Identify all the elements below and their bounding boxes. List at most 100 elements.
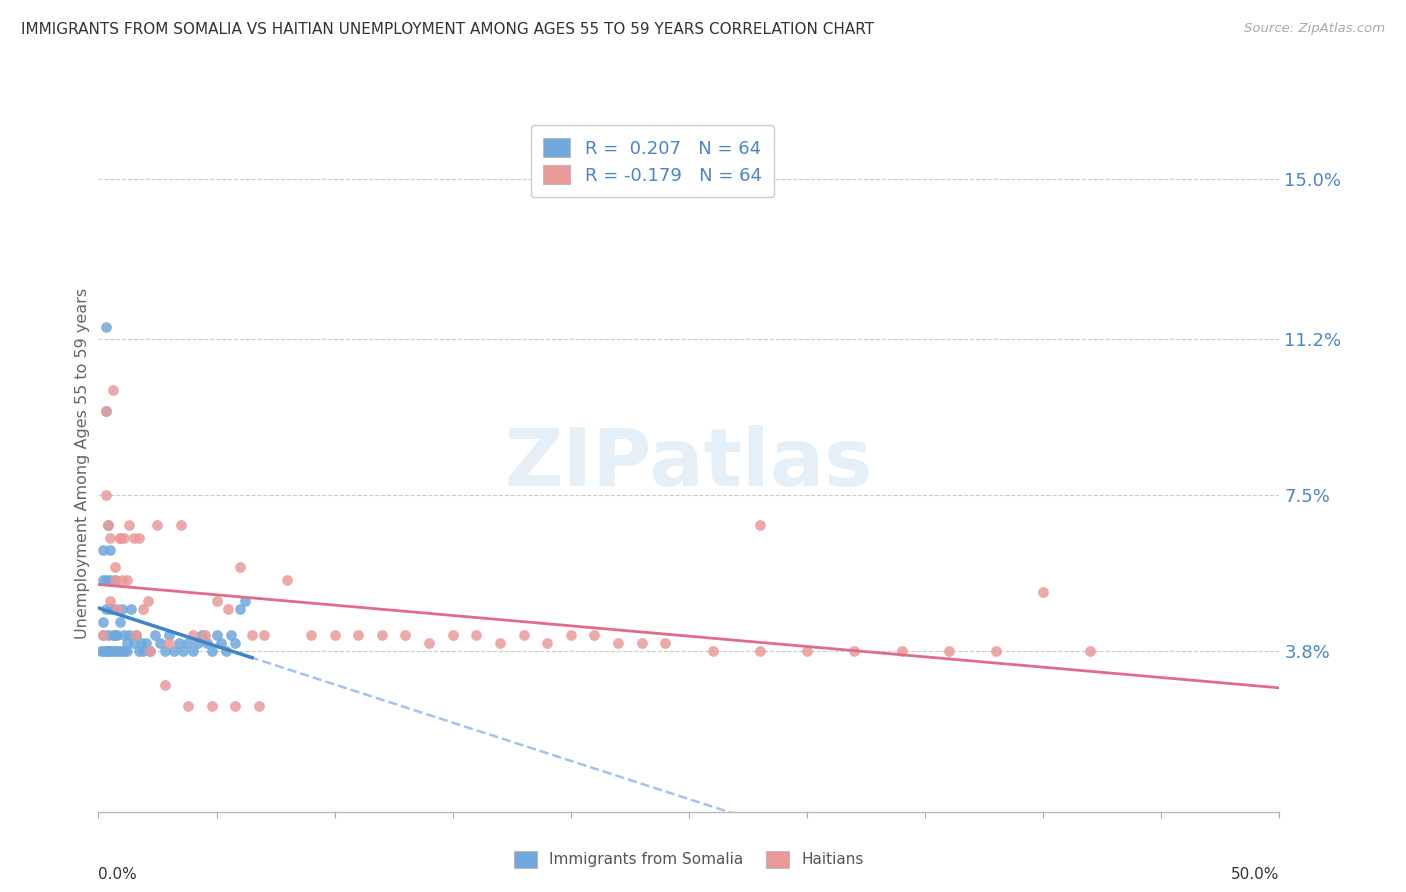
Point [209, 636, 232, 650]
Point [135, 636, 157, 650]
Point [153, 644, 176, 658]
Point [394, 627, 416, 641]
Point [91, 627, 114, 641]
Point [146, 518, 169, 533]
Point [143, 627, 166, 641]
Point [101, 602, 124, 616]
Point [191, 627, 214, 641]
Point [98, 644, 121, 658]
Point [105, 627, 128, 641]
Point [98, 531, 121, 545]
Point [111, 573, 134, 587]
Point [170, 518, 193, 533]
Point [187, 636, 209, 650]
Point [181, 627, 204, 641]
Point [229, 602, 252, 616]
Text: 0.0%: 0.0% [98, 866, 138, 881]
Point [371, 627, 394, 641]
Point [418, 636, 440, 650]
Point [91, 543, 114, 558]
Point [748, 644, 770, 658]
Y-axis label: Unemployment Among Ages 55 to 59 years: Unemployment Among Ages 55 to 59 years [75, 288, 90, 640]
Point [101, 627, 124, 641]
Point [101, 644, 124, 658]
Point [97, 518, 120, 533]
Point [441, 627, 464, 641]
Point [489, 636, 512, 650]
Point [94, 404, 117, 418]
Point [163, 644, 186, 658]
Point [796, 644, 818, 658]
Point [108, 531, 131, 545]
Point [91, 573, 114, 587]
Point [205, 627, 228, 641]
Point [844, 644, 866, 658]
Point [630, 636, 652, 650]
Text: 50.0%: 50.0% [1232, 866, 1279, 881]
Point [195, 636, 218, 650]
Point [105, 602, 128, 616]
Point [172, 644, 194, 658]
Point [219, 627, 242, 641]
Text: IMMIGRANTS FROM SOMALIA VS HAITIAN UNEMPLOYMENT AMONG AGES 55 TO 59 YEARS CORREL: IMMIGRANTS FROM SOMALIA VS HAITIAN UNEMP… [21, 22, 875, 37]
Point [121, 602, 143, 616]
Point [129, 636, 152, 650]
Point [94, 573, 117, 587]
Point [984, 644, 1007, 658]
Point [512, 627, 534, 641]
Point [125, 627, 148, 641]
Point [105, 644, 128, 658]
Point [98, 594, 121, 608]
Point [97, 627, 120, 641]
Point [115, 573, 138, 587]
Point [122, 531, 145, 545]
Point [201, 644, 224, 658]
Point [323, 627, 346, 641]
Point [583, 627, 606, 641]
Point [98, 543, 121, 558]
Point [118, 627, 141, 641]
Point [94, 404, 117, 418]
Point [347, 627, 370, 641]
Point [938, 644, 960, 658]
Point [139, 644, 162, 658]
Point [205, 594, 228, 608]
Point [157, 627, 180, 641]
Point [607, 636, 630, 650]
Point [104, 560, 127, 574]
Point [115, 644, 138, 658]
Point [91, 644, 114, 658]
Point [97, 644, 120, 658]
Point [104, 644, 127, 658]
Point [149, 636, 172, 650]
Point [560, 627, 582, 641]
Point [98, 573, 121, 587]
Point [215, 644, 238, 658]
Point [122, 636, 145, 650]
Point [253, 627, 276, 641]
Point [702, 644, 724, 658]
Point [177, 636, 200, 650]
Point [132, 602, 155, 616]
Point [276, 573, 298, 587]
Point [1080, 644, 1102, 658]
Point [240, 627, 263, 641]
Point [465, 627, 488, 641]
Point [136, 594, 159, 608]
Point [217, 602, 239, 616]
Point [128, 531, 150, 545]
Point [247, 699, 270, 714]
Point [108, 531, 131, 545]
Point [167, 636, 190, 650]
Point [91, 627, 114, 641]
Point [108, 644, 131, 658]
Point [125, 627, 148, 641]
Point [181, 644, 204, 658]
Point [201, 699, 224, 714]
Point [97, 644, 120, 658]
Point [104, 573, 127, 587]
Point [111, 602, 134, 616]
Point [177, 699, 200, 714]
Point [108, 615, 131, 629]
Point [654, 636, 676, 650]
